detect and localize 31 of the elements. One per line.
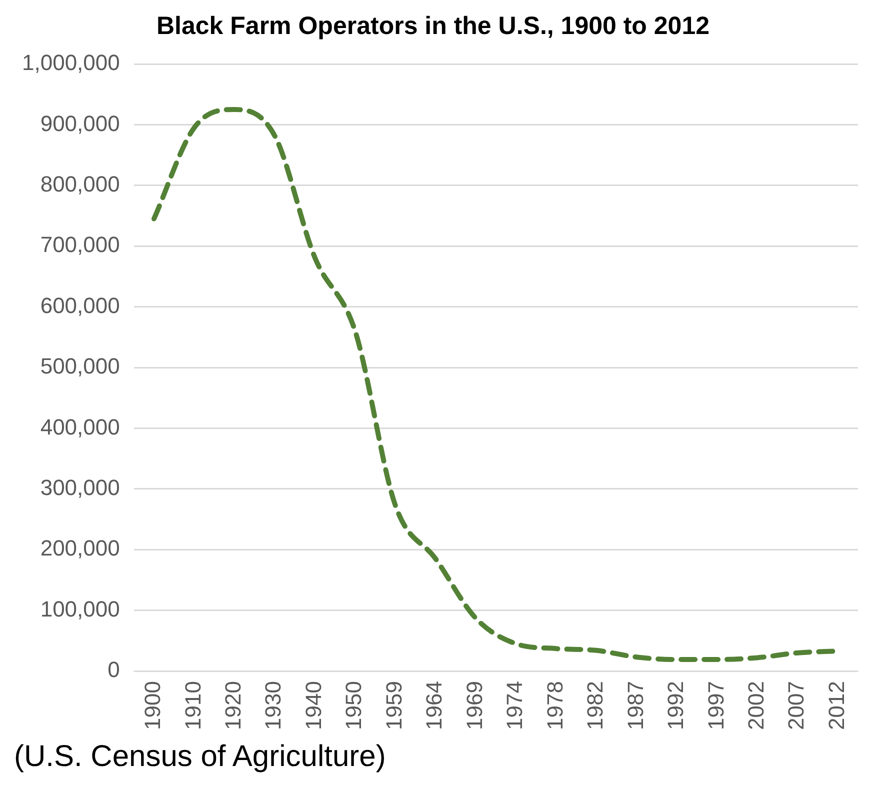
y-tick-label: 1,000,000 xyxy=(22,50,120,76)
x-tick-label: 1997 xyxy=(703,681,728,730)
text: (U.S. Census of Agriculture) xyxy=(14,740,387,774)
y-tick-label: 600,000 xyxy=(40,292,120,318)
y-tick-label: 100,000 xyxy=(40,596,120,622)
x-tick-label: 1950 xyxy=(341,681,366,730)
x-tick-label: 1910 xyxy=(180,681,206,730)
x-tick-label: 1974 xyxy=(502,681,528,730)
x-tick-label: 1982 xyxy=(582,681,608,730)
y-tick-label: 700,000 xyxy=(40,232,120,258)
x-tick-label: 1930 xyxy=(260,681,286,730)
y-tick-label: 500,000 xyxy=(40,354,120,379)
y-tick-label: 300,000 xyxy=(40,475,120,500)
x-tick-label: 1940 xyxy=(300,681,326,730)
y-tick-label: 400,000 xyxy=(40,414,120,440)
y-tick-label: 0 xyxy=(108,657,120,682)
x-tick-label: 2002 xyxy=(743,681,768,730)
y-tick-label: 800,000 xyxy=(40,171,120,196)
x-tick-label: 1969 xyxy=(462,681,487,730)
x-tick-label: 1920 xyxy=(220,681,246,730)
x-tick-label: 1978 xyxy=(542,681,568,730)
x-tick-label: 2012 xyxy=(824,681,849,730)
x-tick-label: 1959 xyxy=(381,681,406,730)
y-tick-label: 200,000 xyxy=(40,536,120,561)
chart-title: Black Farm Operators in the U.S., 1900 to 2012 xyxy=(156,12,710,40)
x-tick-label: 2007 xyxy=(784,681,809,730)
x-tick-label: 1900 xyxy=(140,681,166,730)
x-tick-label: 1987 xyxy=(622,681,648,730)
x-tick-label: 1964 xyxy=(422,681,447,730)
x-tick-label: 1992 xyxy=(663,681,688,730)
y-tick-label: 900,000 xyxy=(40,110,120,136)
